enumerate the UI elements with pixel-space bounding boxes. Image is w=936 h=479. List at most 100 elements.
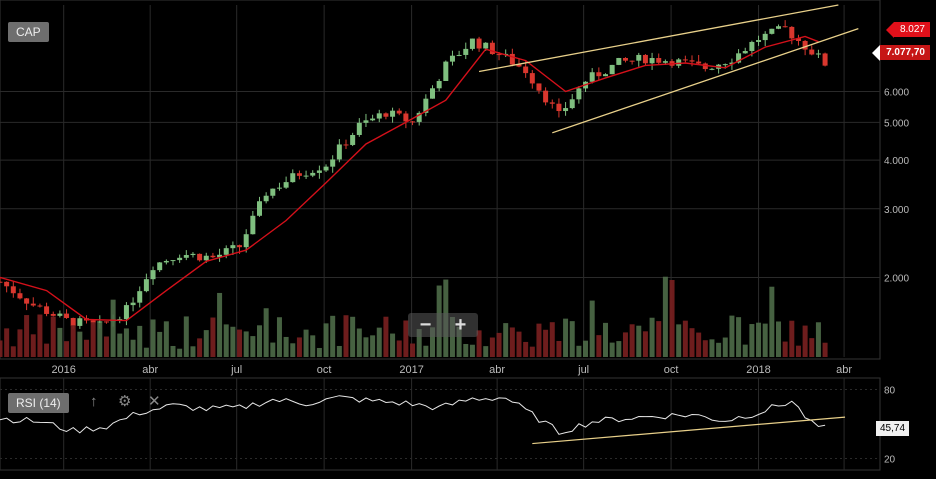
candle-body xyxy=(709,68,715,70)
zoom-controls: − + xyxy=(408,313,478,337)
candle-body xyxy=(64,313,70,318)
rsi-tick-label: 20 xyxy=(884,455,896,466)
volume-bar xyxy=(596,335,602,357)
volume-bar xyxy=(622,332,628,357)
volume-bar xyxy=(529,346,535,357)
volume-bar xyxy=(276,317,282,357)
y-tick-label: 2.000 xyxy=(884,273,909,284)
volume-bar xyxy=(183,316,189,357)
candle-body xyxy=(250,215,256,235)
volume-bar xyxy=(749,324,755,357)
volume-bar xyxy=(769,286,775,357)
candle-body xyxy=(642,54,648,64)
candle-body xyxy=(603,74,608,77)
volume-bar xyxy=(283,336,289,357)
volume-bar xyxy=(390,333,396,357)
candle-body xyxy=(323,166,329,171)
volume-bar xyxy=(403,320,409,357)
volume-bar xyxy=(50,316,56,357)
move-up-icon[interactable]: ↑ xyxy=(90,393,98,410)
volume-bar xyxy=(210,317,216,357)
y-tick-label: 4.000 xyxy=(884,156,909,167)
candle-body xyxy=(0,281,3,283)
candle-body xyxy=(589,72,595,82)
volume-bar xyxy=(722,337,728,357)
volume-bar xyxy=(323,323,329,357)
volume-bar xyxy=(576,345,582,357)
volume-bar xyxy=(270,342,276,357)
x-tick-label: jul xyxy=(577,364,589,376)
x-tick-label: 2018 xyxy=(746,364,770,376)
candle-body xyxy=(137,291,143,303)
rsi-value-label: 45,74 xyxy=(876,421,910,436)
volume-bar xyxy=(476,330,482,357)
volume-bar xyxy=(583,340,589,357)
candle-body xyxy=(676,59,682,66)
gear-icon[interactable]: ⚙ xyxy=(118,393,132,410)
volume-bar xyxy=(469,344,475,357)
candle-body xyxy=(296,173,302,176)
volume-bar xyxy=(350,316,356,357)
volume-bar xyxy=(197,338,203,357)
volume-bar xyxy=(336,345,342,357)
volume-bar xyxy=(483,346,489,357)
rsi-indicator-label[interactable]: RSI (14) xyxy=(8,393,69,413)
candle-body xyxy=(330,159,336,167)
candle-body xyxy=(529,73,535,84)
volume-bar xyxy=(376,327,382,357)
volume-bar xyxy=(736,317,742,357)
close-icon[interactable]: ✕ xyxy=(148,393,161,410)
candle-body xyxy=(243,234,249,248)
candle-body xyxy=(815,53,821,55)
volume-bar xyxy=(636,325,642,357)
candle-body xyxy=(463,48,469,55)
volume-bar xyxy=(0,340,3,357)
volume-bar xyxy=(103,336,109,357)
volume-bar xyxy=(383,316,389,357)
candle-body xyxy=(290,173,296,183)
volume-bar xyxy=(316,347,322,357)
candle-body xyxy=(350,134,356,145)
volume-bar xyxy=(656,321,662,357)
candle-body xyxy=(809,49,815,55)
volume-bar xyxy=(430,327,435,357)
zoom-in-button[interactable]: + xyxy=(454,314,467,336)
volume-bar xyxy=(243,331,249,357)
volume-bar xyxy=(37,314,43,357)
volume-bar xyxy=(24,315,30,357)
x-tick-label: oct xyxy=(317,364,332,376)
volume-bar xyxy=(123,328,129,357)
x-tick-label: oct xyxy=(664,364,679,376)
candle-body xyxy=(496,54,502,56)
volume-bar xyxy=(4,328,10,357)
candle-body xyxy=(795,38,801,41)
zoom-out-button[interactable]: − xyxy=(419,314,432,336)
candle-body xyxy=(223,248,229,255)
volume-bar xyxy=(756,322,762,357)
candle-body xyxy=(143,279,149,292)
candle-body xyxy=(97,321,103,323)
candle-body xyxy=(736,53,742,63)
candle-body xyxy=(523,66,529,74)
candle-body xyxy=(456,54,462,56)
last-high-price-label: 8.027 xyxy=(885,22,930,38)
volume-bar xyxy=(716,342,722,357)
candle-body xyxy=(376,113,382,119)
candle-body xyxy=(423,98,429,113)
candle-body xyxy=(24,298,30,304)
candle-body xyxy=(150,270,156,280)
volume-bar xyxy=(589,300,595,357)
x-tick-label: 2016 xyxy=(51,364,75,376)
candle-body xyxy=(656,58,662,63)
candle-body xyxy=(596,72,602,77)
volume-bar xyxy=(603,322,608,357)
candle-body xyxy=(483,42,489,49)
candle-body xyxy=(543,90,549,103)
candle-body xyxy=(283,182,289,188)
candle-body xyxy=(77,318,83,326)
volume-bar xyxy=(356,328,362,357)
volume-bar xyxy=(662,276,668,357)
volume-bar xyxy=(130,339,136,357)
volume-bar xyxy=(809,338,815,357)
